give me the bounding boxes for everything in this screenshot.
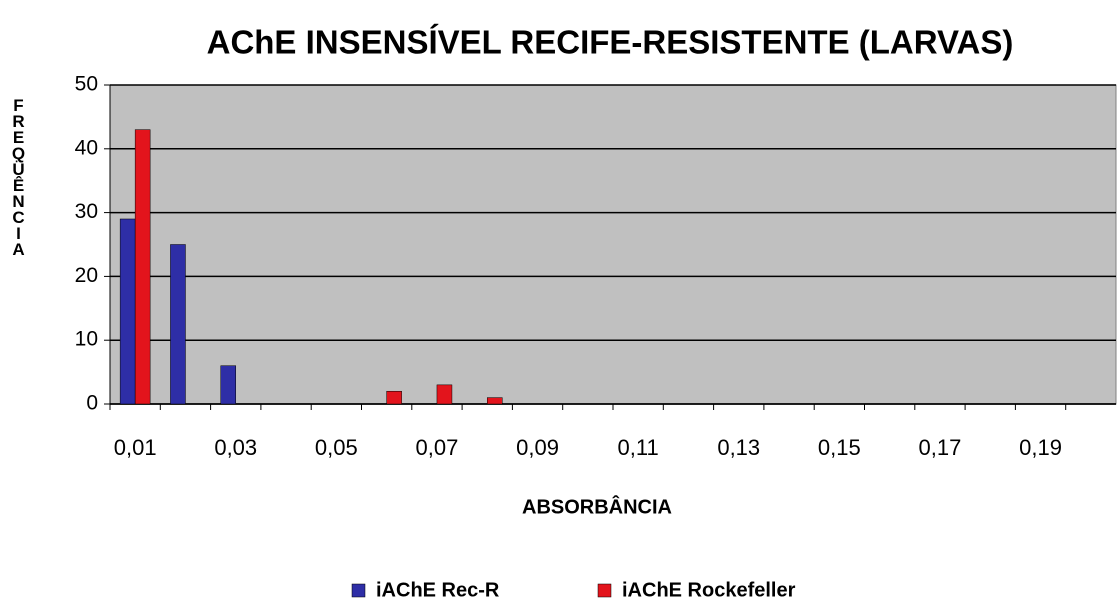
x-tick-label: 0,07 bbox=[416, 435, 459, 460]
bar bbox=[170, 244, 186, 405]
x-tick-label: 0,17 bbox=[919, 435, 962, 460]
x-tick-label: 0,01 bbox=[114, 435, 157, 460]
y-tick-label: 30 bbox=[75, 200, 98, 223]
chart-title: AChE INSENSÍVEL RECIFE-RESISTENTE (LARVA… bbox=[207, 24, 1014, 61]
bar bbox=[119, 218, 136, 405]
bar bbox=[220, 365, 236, 405]
bar bbox=[436, 384, 453, 405]
legend-swatch bbox=[351, 583, 366, 598]
x-tick-label: 0,13 bbox=[717, 435, 760, 460]
x-tick-label: 0,03 bbox=[214, 435, 257, 460]
x-tick-label: 0,05 bbox=[315, 435, 358, 460]
y-tick-label: 50 bbox=[75, 73, 98, 96]
bar bbox=[134, 129, 151, 405]
x-tick-label: 0,19 bbox=[1019, 435, 1062, 460]
x-tick-label: 0,09 bbox=[516, 435, 559, 460]
y-tick-label: 40 bbox=[75, 136, 98, 159]
legend-label: iAChE Rec-R bbox=[376, 579, 500, 601]
y-tick-label: 20 bbox=[75, 264, 98, 287]
legend-label: iAChE Rockefeller bbox=[622, 579, 796, 601]
x-axis-title: ABSORBÂNCIA bbox=[522, 494, 672, 518]
bar bbox=[487, 397, 503, 405]
y-tick-label: 0 bbox=[86, 392, 98, 415]
x-tick-label: 0,15 bbox=[818, 435, 861, 460]
plot-area bbox=[109, 84, 1117, 405]
y-axis-title: FREQÜÊNCIA bbox=[9, 96, 28, 256]
y-tick-label: 10 bbox=[75, 328, 98, 351]
x-tick-label: 0,11 bbox=[618, 435, 659, 460]
bar bbox=[386, 390, 402, 405]
legend-swatch bbox=[597, 583, 612, 598]
